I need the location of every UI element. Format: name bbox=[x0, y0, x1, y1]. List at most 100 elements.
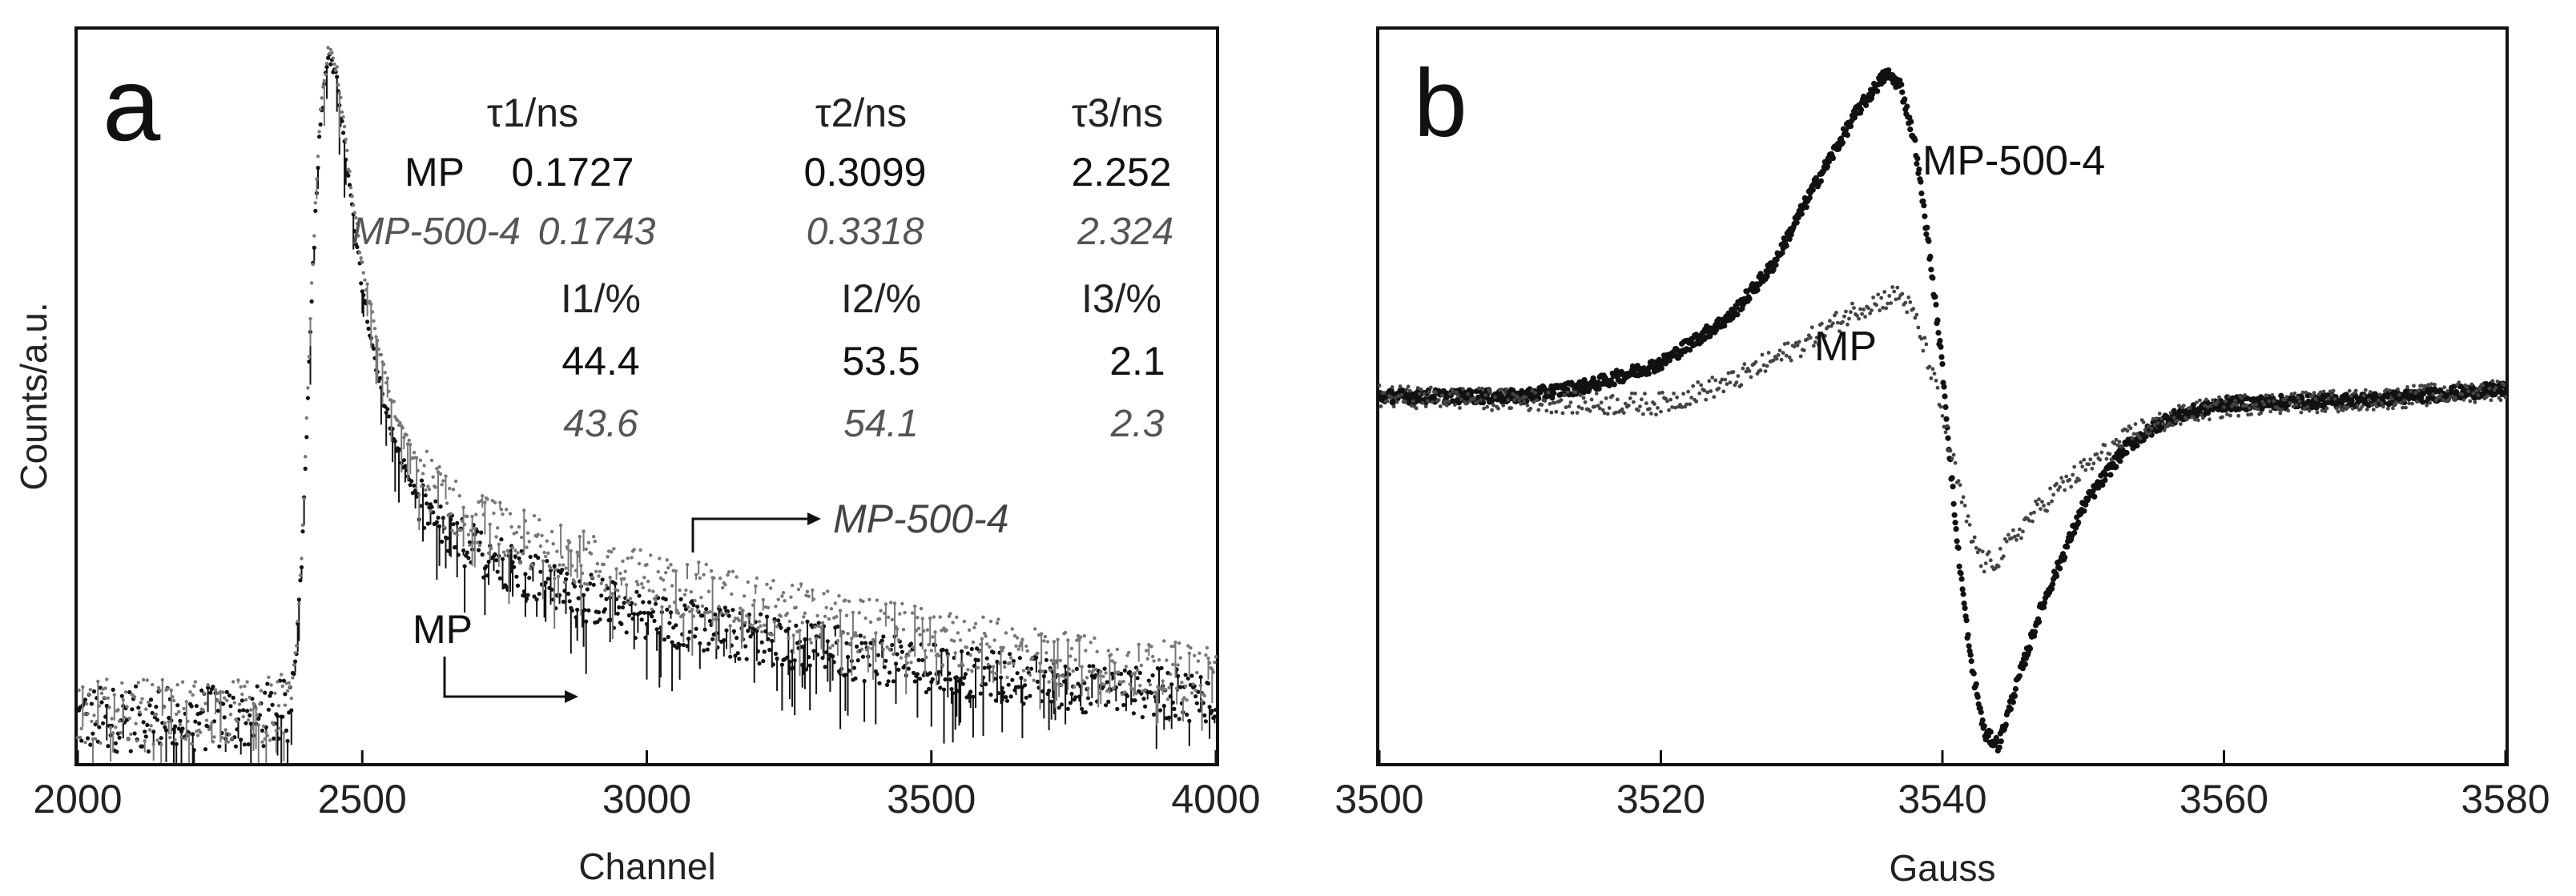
data-point bbox=[622, 577, 626, 581]
data-point bbox=[1806, 195, 1813, 201]
data-point bbox=[1445, 403, 1449, 408]
data-point bbox=[513, 548, 517, 552]
data-point bbox=[2168, 411, 2173, 415]
data-point bbox=[1945, 435, 1951, 441]
data-point bbox=[2045, 508, 2050, 513]
data-point bbox=[2175, 418, 2180, 423]
data-point bbox=[1415, 386, 1420, 390]
data-point bbox=[2039, 507, 2043, 511]
data-point bbox=[438, 504, 443, 509]
data-point bbox=[709, 569, 714, 573]
data-point bbox=[1684, 402, 1689, 407]
data-point bbox=[2016, 673, 2023, 679]
data-point bbox=[855, 633, 859, 638]
data-point bbox=[1851, 115, 1858, 121]
data-point bbox=[746, 580, 750, 585]
data-point bbox=[2190, 402, 2196, 408]
data-point bbox=[2310, 394, 2315, 398]
data-point bbox=[1006, 682, 1011, 687]
data-point bbox=[992, 638, 996, 642]
series-mp bbox=[1377, 285, 2508, 574]
row-mp5004-sample: MP-500-4 bbox=[352, 211, 521, 253]
data-point bbox=[99, 741, 103, 745]
data-point bbox=[568, 540, 572, 544]
data-point bbox=[1613, 410, 1618, 415]
data-point bbox=[497, 576, 502, 581]
data-point bbox=[1638, 404, 1642, 409]
data-point bbox=[2131, 432, 2136, 436]
data-point bbox=[1633, 392, 1637, 396]
data-point bbox=[2381, 404, 2385, 409]
data-point bbox=[425, 449, 429, 453]
data-point bbox=[224, 689, 229, 694]
data-point bbox=[289, 697, 293, 701]
data-point bbox=[1749, 375, 1753, 380]
data-point bbox=[1987, 729, 1994, 735]
data-point bbox=[884, 682, 890, 688]
data-point bbox=[899, 656, 904, 660]
data-point bbox=[515, 583, 521, 589]
data-point bbox=[138, 710, 142, 714]
data-point bbox=[658, 576, 663, 581]
data-point bbox=[1600, 408, 1605, 412]
data-point bbox=[943, 677, 948, 682]
data-point bbox=[1905, 310, 1910, 315]
data-point bbox=[957, 664, 961, 668]
data-point bbox=[859, 647, 864, 651]
data-point bbox=[1036, 651, 1040, 655]
data-point bbox=[2320, 408, 2324, 413]
data-point bbox=[1961, 495, 1966, 500]
data-point bbox=[2016, 533, 2020, 537]
data-point bbox=[2144, 431, 2149, 436]
data-point bbox=[822, 592, 826, 596]
data-point bbox=[2439, 392, 2444, 397]
data-point bbox=[191, 693, 195, 697]
data-point bbox=[686, 605, 690, 609]
data-point bbox=[1028, 693, 1032, 698]
data-point bbox=[525, 545, 529, 549]
data-point bbox=[1515, 395, 1520, 400]
data-point bbox=[2041, 600, 2048, 606]
data-point bbox=[1779, 250, 1785, 256]
data-point bbox=[627, 601, 631, 605]
data-point bbox=[2012, 685, 2019, 693]
data-point bbox=[1399, 392, 1404, 397]
data-point bbox=[370, 310, 375, 314]
data-point bbox=[2353, 388, 2358, 393]
data-point bbox=[1506, 398, 1511, 402]
data-point bbox=[1654, 412, 1658, 417]
data-point bbox=[99, 691, 104, 695]
data-point bbox=[1069, 646, 1074, 651]
data-point bbox=[917, 677, 923, 681]
data-point bbox=[1049, 658, 1053, 662]
data-point bbox=[1626, 404, 1631, 408]
data-point bbox=[1567, 404, 1572, 408]
data-point bbox=[2058, 484, 2063, 489]
data-point bbox=[2360, 404, 2365, 408]
data-point bbox=[1726, 371, 1731, 376]
data-point bbox=[1966, 514, 1970, 518]
data-point bbox=[1548, 402, 1552, 406]
data-point bbox=[1667, 408, 1671, 412]
data-point bbox=[2201, 416, 2205, 420]
data-point bbox=[1986, 550, 1991, 554]
data-point bbox=[1546, 390, 1551, 395]
data-point bbox=[1803, 204, 1809, 211]
data-point bbox=[634, 589, 639, 594]
data-point bbox=[702, 573, 706, 577]
data-point bbox=[151, 682, 155, 687]
data-point bbox=[292, 672, 296, 677]
data-point bbox=[2090, 466, 2095, 471]
data-point bbox=[119, 731, 123, 735]
data-point bbox=[940, 629, 944, 633]
data-point bbox=[2195, 400, 2199, 404]
data-point bbox=[1673, 405, 1678, 410]
data-point bbox=[727, 570, 731, 574]
data-point bbox=[2209, 404, 2213, 408]
data-point bbox=[2404, 405, 2408, 410]
data-point bbox=[221, 701, 226, 706]
data-point bbox=[1578, 393, 1583, 398]
data-point bbox=[1713, 378, 1718, 383]
data-point bbox=[2013, 534, 2017, 539]
data-point bbox=[1927, 364, 1932, 369]
